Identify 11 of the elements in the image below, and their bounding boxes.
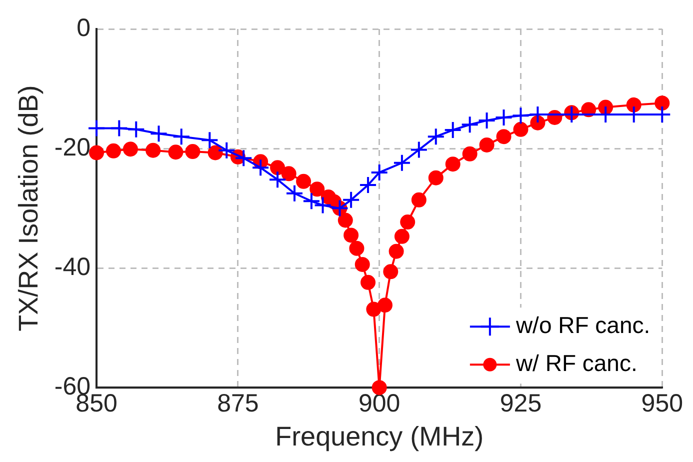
x-axis-title: Frequency (MHz) <box>275 421 484 452</box>
y-axis-title: TX/RX Isolation (dB) <box>14 85 44 332</box>
legend-label: w/o RF canc. <box>514 312 650 338</box>
y-tick-label: 0 <box>76 14 91 42</box>
x-tick-label: 950 <box>641 389 684 418</box>
legend-label: w/ RF canc. <box>514 350 638 376</box>
y-tick-label: -20 <box>54 133 91 162</box>
x-tick-label: 925 <box>500 389 542 418</box>
x-tick-label: 875 <box>217 389 259 418</box>
x-tick-label: 900 <box>358 389 400 418</box>
y-tick-label: -40 <box>54 252 91 281</box>
